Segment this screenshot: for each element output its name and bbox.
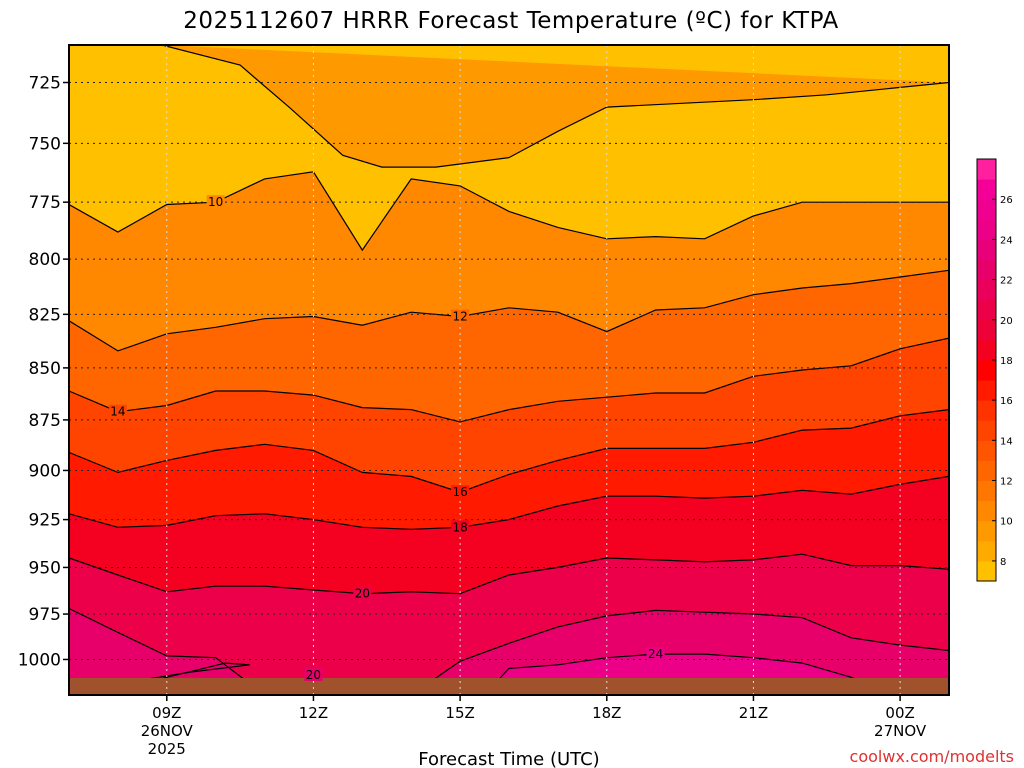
x-tick-time: 15Z (445, 704, 474, 722)
contour-label: 16 (452, 485, 467, 499)
contour-label: 18 (452, 520, 467, 534)
contour-label: 10 (208, 195, 223, 209)
colorbar-tick-label: 10 (1000, 517, 1013, 528)
contour-label-bg (304, 668, 323, 681)
y-tick-label: 850 (29, 359, 61, 379)
chart-title: 2025112607 HRRR Forecast Temperature (ºC… (183, 8, 838, 34)
ground-surface (69, 678, 949, 695)
contour-line-18 (69, 475, 949, 530)
contour-labels: 10 12 14 16 18 20 20 24 (108, 195, 665, 682)
y-tick-label: 725 (29, 74, 61, 94)
colorbar-swatch (977, 199, 996, 220)
contour-line-14 (69, 337, 949, 423)
plot-area (69, 45, 949, 695)
colorbar-swatch (977, 460, 996, 482)
colorbar-swatch (977, 359, 996, 381)
y-tick-label: 925 (29, 511, 61, 531)
contour-label-bg (451, 309, 470, 323)
y-tick-label: 750 (29, 134, 61, 154)
colorbar-tick-label: 18 (1000, 356, 1013, 367)
colorbar-tick-label: 16 (1000, 396, 1013, 407)
colorbar-tick-label: 20 (1000, 316, 1013, 327)
colorbar-swatch (977, 400, 996, 421)
x-tick-time: 21Z (739, 704, 768, 722)
plot-border (68, 44, 950, 696)
y-tick-label: 900 (29, 461, 61, 481)
colorbar-tick-label: 22 (1000, 276, 1013, 287)
colorbar-swatch (977, 219, 996, 240)
contour-label-bg (451, 485, 470, 499)
contour-label: 12 (452, 310, 467, 324)
y-tick-label: 775 (29, 193, 61, 213)
x-tick-time: 09Z (152, 704, 181, 722)
colorbar-swatch (977, 380, 996, 401)
site-credit: coolwx.com/modelts (850, 747, 1014, 766)
colorbar-swatch (977, 480, 996, 502)
contour-line-9 (161, 45, 949, 168)
colorbar-swatch (977, 299, 996, 321)
contour-label-bg (108, 404, 127, 418)
y-tick-label: 800 (29, 250, 61, 270)
contour-line-12 (69, 269, 949, 352)
x-tick-time: 12Z (299, 704, 328, 722)
colorbar-swatch (977, 540, 996, 562)
colorbar-swatch (977, 239, 996, 260)
y-tick-label: 875 (29, 411, 61, 431)
colorbar-swatch (977, 339, 996, 361)
colorbar-tick-label: 14 (1000, 436, 1013, 447)
contour-label: 20 (306, 668, 321, 682)
contour-line-20 (69, 553, 949, 595)
x-tick-date: 26NOV (141, 722, 194, 740)
y-tick-label: 975 (29, 605, 61, 625)
temperature-band-22 (78, 663, 250, 695)
colorbar-tick-label: 8 (1000, 557, 1006, 568)
temperature-band-9 (161, 45, 949, 168)
colorbar-swatch (977, 500, 996, 522)
colorbar-tick-label: 12 (1000, 477, 1013, 488)
colorbar-swatch (977, 440, 996, 461)
contour-label-bg (451, 520, 470, 534)
colorbar-tick-label: 26 (1000, 195, 1013, 206)
y-axis: 725 750 775 800 825 850 875 900 925 950 975 1000 (18, 74, 69, 670)
contour-label: 24 (648, 647, 663, 661)
colorbar-swatch (977, 420, 996, 441)
contour-label-bg (206, 195, 225, 209)
y-tick-label: 825 (29, 305, 61, 325)
colorbar-swatch (977, 520, 996, 542)
colorbar-swatch (977, 279, 996, 301)
x-tick-time: 00Z (885, 704, 914, 722)
colorbar-border (976, 158, 997, 582)
x-tick-date: 27NOV (874, 722, 927, 740)
contour-label: 20 (355, 587, 370, 601)
y-tick-label: 1000 (18, 650, 61, 670)
colorbar-swatch (977, 159, 996, 180)
x-tick-year: 2025 (148, 740, 186, 758)
colorbar: 8 10 12 14 16 18 20 22 24 26 (976, 158, 1013, 582)
contour-label: 14 (110, 405, 125, 419)
x-tick-time: 18Z (592, 704, 621, 722)
contour-line-24 (484, 653, 901, 695)
grid-lines (69, 45, 949, 695)
colorbar-tick-label: 24 (1000, 235, 1013, 246)
contour-label-bg (353, 586, 372, 600)
x-axis-label: Forecast Time (UTC) (418, 749, 599, 768)
contour-label-bg (646, 647, 665, 661)
contour-line-22 (69, 607, 949, 695)
colorbar-swatch (977, 179, 996, 200)
contour-line-16 (69, 409, 949, 493)
y-tick-label: 950 (29, 558, 61, 578)
colorbar-swatch (977, 319, 996, 341)
colorbar-swatch (977, 560, 996, 582)
colorbar-swatch (977, 259, 996, 281)
